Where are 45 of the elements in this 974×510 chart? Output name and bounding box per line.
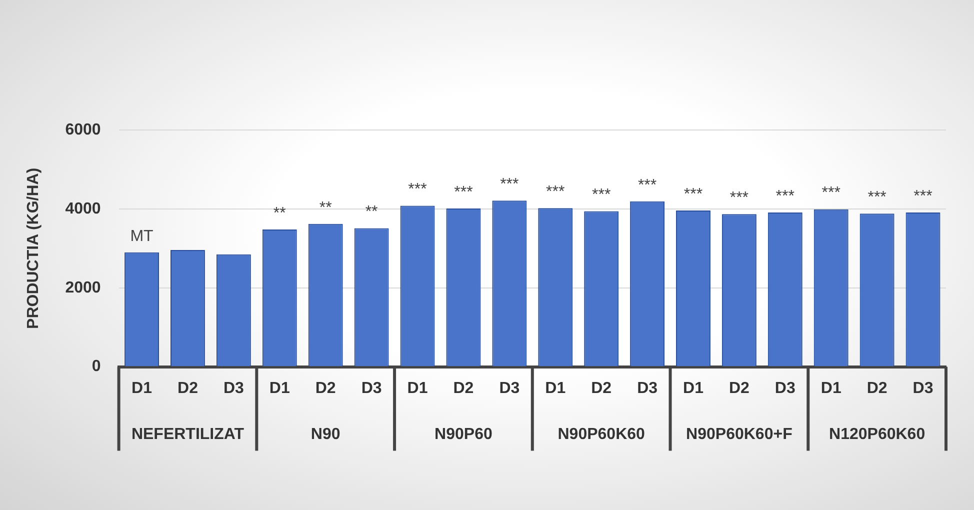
x-tick-label: D2 [315, 380, 336, 397]
x-tick-label: D1 [407, 380, 428, 397]
x-tick-label: D3 [637, 380, 658, 397]
x-tick-label: D3 [361, 380, 382, 397]
x-tick-label: D3 [223, 380, 244, 397]
data-label: *** [730, 189, 749, 206]
x-tick-label: D1 [269, 380, 290, 397]
y-tick-label: 6000 [65, 121, 101, 138]
x-tick-label: D2 [178, 380, 198, 397]
x-tick-label: D2 [591, 380, 612, 397]
data-label: ** [365, 204, 378, 221]
text: N120P60K60 [829, 426, 926, 444]
data-label: ** [273, 204, 286, 222]
text: N90P60K60+F [686, 426, 793, 444]
x-tick-label: D2 [866, 380, 888, 397]
y-tick-label: 0 [92, 358, 101, 376]
data-label: *** [684, 186, 703, 203]
data-label: *** [592, 186, 611, 204]
x-tick-label: D1 [683, 380, 704, 397]
data-label: *** [500, 176, 519, 194]
text: N90 [310, 426, 340, 444]
x-tick-label: D3 [912, 380, 934, 397]
x-tick-label: D1 [545, 380, 566, 397]
y-axis-title: PRODUCTIA (KG/HA) [25, 168, 42, 329]
x-tick-label: D2 [453, 380, 474, 397]
data-label: *** [638, 176, 657, 194]
data-label: *** [914, 188, 932, 205]
data-label: *** [868, 189, 886, 206]
data-label: *** [454, 184, 473, 201]
text: N90P60K60 [558, 426, 646, 444]
data-label: *** [776, 188, 794, 205]
text: N90P60 [434, 426, 492, 444]
x-tick-label: D1 [132, 380, 152, 397]
data-label: MT [130, 228, 154, 245]
x-tick-label: D3 [774, 380, 796, 397]
data-label: *** [408, 181, 427, 198]
data-label: *** [822, 184, 840, 202]
data-label: *** [546, 184, 565, 201]
text: NEFERTILIZAT [131, 426, 244, 444]
y-tick-label: 4000 [65, 200, 101, 218]
x-tick-label: D2 [728, 380, 750, 397]
x-tick-label: D1 [820, 380, 842, 397]
x-tick-label: D3 [499, 380, 520, 397]
data-label: ** [319, 199, 332, 216]
y-tick-label: 2000 [65, 279, 101, 296]
